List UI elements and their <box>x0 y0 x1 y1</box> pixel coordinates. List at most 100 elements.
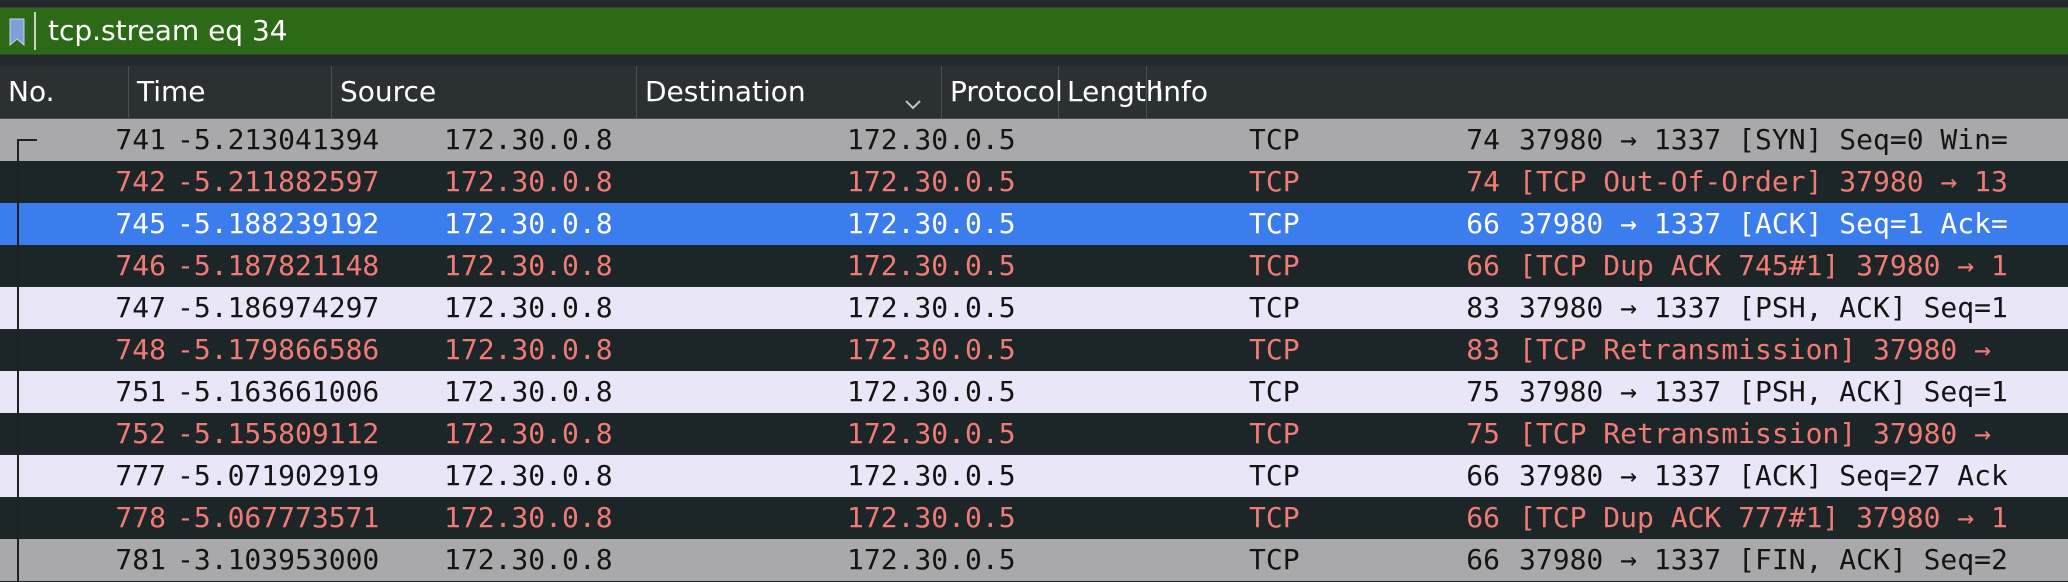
packet-destination: 172.30.0.5 <box>847 417 1016 450</box>
bookmark-icon[interactable] <box>9 18 25 47</box>
packet-info: 37980 → 1337 [ACK] Seq=1 Ack= <box>1519 207 2008 240</box>
packet-source: 172.30.0.8 <box>444 165 613 198</box>
column-header-no-label: No. <box>8 75 55 108</box>
packet-destination: 172.30.0.5 <box>847 291 1016 324</box>
packet-info: 37980 → 1337 [SYN] Seq=0 Win= <box>1519 123 2008 156</box>
packet-destination: 172.30.0.5 <box>847 459 1016 492</box>
packet-info: [TCP Retransmission] 37980 → <box>1519 333 1992 366</box>
packet-info: [TCP Out-Of-Order] 37980 → 13 <box>1519 165 2008 198</box>
packet-destination: 172.30.0.5 <box>847 333 1016 366</box>
packet-length: 83 <box>1466 291 1500 324</box>
packet-time: -5.163661006 <box>177 375 380 408</box>
packet-protocol: TCP <box>1249 543 1300 576</box>
packet-protocol: TCP <box>1249 249 1300 282</box>
packet-length: 74 <box>1466 123 1500 156</box>
packet-source: 172.30.0.8 <box>444 123 613 156</box>
packet-destination: 172.30.0.5 <box>847 249 1016 282</box>
packet-time: -5.211882597 <box>177 165 380 198</box>
packet-list: 741 -5.213041394 172.30.0.8 172.30.0.5 TCP 74… <box>0 119 2068 581</box>
conversation-bracket-start <box>17 139 37 141</box>
packet-info: [TCP Dup ACK 745#1] 37980 → 1 <box>1519 249 2008 282</box>
packet-length: 66 <box>1466 207 1500 240</box>
packet-number: 777 <box>115 459 166 492</box>
packet-time: -5.071902919 <box>177 459 380 492</box>
column-header-protocol-label: Protocol <box>950 75 1063 108</box>
column-header-time-label: Time <box>137 75 206 108</box>
packet-protocol: TCP <box>1249 417 1300 450</box>
packet-row[interactable]: 748 -5.179866586 172.30.0.8 172.30.0.5 TCP 83… <box>0 329 2068 371</box>
column-header-source[interactable]: Source <box>332 66 637 118</box>
packet-protocol: TCP <box>1249 165 1300 198</box>
packet-row[interactable]: 778 -5.067773571 172.30.0.8 172.30.0.5 TCP 66… <box>0 497 2068 539</box>
packet-info: [TCP Retransmission] 37980 → <box>1519 417 1992 450</box>
column-header-length-label: Length <box>1067 75 1164 108</box>
packet-number: 778 <box>115 501 166 534</box>
packet-length: 66 <box>1466 459 1500 492</box>
packet-destination: 172.30.0.5 <box>847 123 1016 156</box>
packet-length: 74 <box>1466 165 1500 198</box>
packet-number: 741 <box>115 123 166 156</box>
packet-destination: 172.30.0.5 <box>847 375 1016 408</box>
packet-destination: 172.30.0.5 <box>847 207 1016 240</box>
packet-number: 745 <box>115 207 166 240</box>
packet-row[interactable]: 742 -5.211882597 172.30.0.8 172.30.0.5 TCP 74… <box>0 161 2068 203</box>
packet-info: 37980 → 1337 [ACK] Seq=27 Ack <box>1519 459 2008 492</box>
packet-row[interactable]: 745 -5.188239192 172.30.0.8 172.30.0.5 TCP 66… <box>0 203 2068 245</box>
packet-protocol: TCP <box>1249 123 1300 156</box>
packet-info: 37980 → 1337 [FIN, ACK] Seq=2 <box>1519 543 2008 576</box>
column-header-source-label: Source <box>340 75 437 108</box>
packet-time: -5.213041394 <box>177 123 380 156</box>
packet-length: 66 <box>1466 501 1500 534</box>
packet-row[interactable]: 746 -5.187821148 172.30.0.8 172.30.0.5 TCP 66… <box>0 245 2068 287</box>
packet-row[interactable]: 741 -5.213041394 172.30.0.8 172.30.0.5 TCP 74… <box>0 119 2068 161</box>
packet-row[interactable]: 781 -3.103953000 172.30.0.8 172.30.0.5 TCP 66… <box>0 539 2068 581</box>
packet-number: 742 <box>115 165 166 198</box>
packet-number: 747 <box>115 291 166 324</box>
packet-row[interactable]: 747 -5.186974297 172.30.0.8 172.30.0.5 TCP 83… <box>0 287 2068 329</box>
packet-row[interactable]: 752 -5.155809112 172.30.0.8 172.30.0.5 TCP 75… <box>0 413 2068 455</box>
packet-source: 172.30.0.8 <box>444 249 613 282</box>
packet-time: -5.155809112 <box>177 417 380 450</box>
packet-length: 75 <box>1466 417 1500 450</box>
packet-time: -5.188239192 <box>177 207 380 240</box>
column-header-time[interactable]: Time <box>129 66 332 118</box>
packet-number: 748 <box>115 333 166 366</box>
conversation-bracket-line <box>17 139 19 582</box>
packet-protocol: TCP <box>1249 459 1300 492</box>
packet-source: 172.30.0.8 <box>444 417 613 450</box>
column-header-destination-label: Destination <box>645 75 806 108</box>
packet-protocol: TCP <box>1249 501 1300 534</box>
display-filter-input[interactable] <box>34 12 1934 50</box>
packet-number: 752 <box>115 417 166 450</box>
column-header-protocol[interactable]: Protocol <box>942 66 1063 118</box>
packet-time: -5.067773571 <box>177 501 380 534</box>
packet-source: 172.30.0.8 <box>444 207 613 240</box>
packet-protocol: TCP <box>1249 333 1300 366</box>
packet-source: 172.30.0.8 <box>444 375 613 408</box>
packet-length: 75 <box>1466 375 1500 408</box>
window-top-edge <box>0 0 2068 7</box>
packet-row[interactable]: 777 -5.071902919 172.30.0.8 172.30.0.5 TCP 66… <box>0 455 2068 497</box>
packet-number: 751 <box>115 375 166 408</box>
packet-length: 66 <box>1466 543 1500 576</box>
packet-length: 83 <box>1466 333 1500 366</box>
packet-destination: 172.30.0.5 <box>847 165 1016 198</box>
packet-row[interactable]: 751 -5.163661006 172.30.0.8 172.30.0.5 TCP 75… <box>0 371 2068 413</box>
column-header-info[interactable]: Info <box>1147 66 2068 118</box>
packet-protocol: TCP <box>1249 291 1300 324</box>
column-header-destination[interactable]: Destination <box>637 66 942 118</box>
packet-time: -5.186974297 <box>177 291 380 324</box>
packet-info: 37980 → 1337 [PSH, ACK] Seq=1 <box>1519 291 2008 324</box>
column-header-length[interactable]: Length <box>1059 66 1164 118</box>
packet-time: -5.187821148 <box>177 249 380 282</box>
column-header-no[interactable]: No. <box>0 66 129 118</box>
packet-source: 172.30.0.8 <box>444 501 613 534</box>
packet-source: 172.30.0.8 <box>444 333 613 366</box>
toolbar-spacer <box>0 55 2068 66</box>
packet-source: 172.30.0.8 <box>444 459 613 492</box>
packet-info: [TCP Dup ACK 777#1] 37980 → 1 <box>1519 501 2008 534</box>
packet-time: -3.103953000 <box>177 543 380 576</box>
packet-destination: 172.30.0.5 <box>847 501 1016 534</box>
packet-info: 37980 → 1337 [PSH, ACK] Seq=1 <box>1519 375 2008 408</box>
packet-protocol: TCP <box>1249 375 1300 408</box>
